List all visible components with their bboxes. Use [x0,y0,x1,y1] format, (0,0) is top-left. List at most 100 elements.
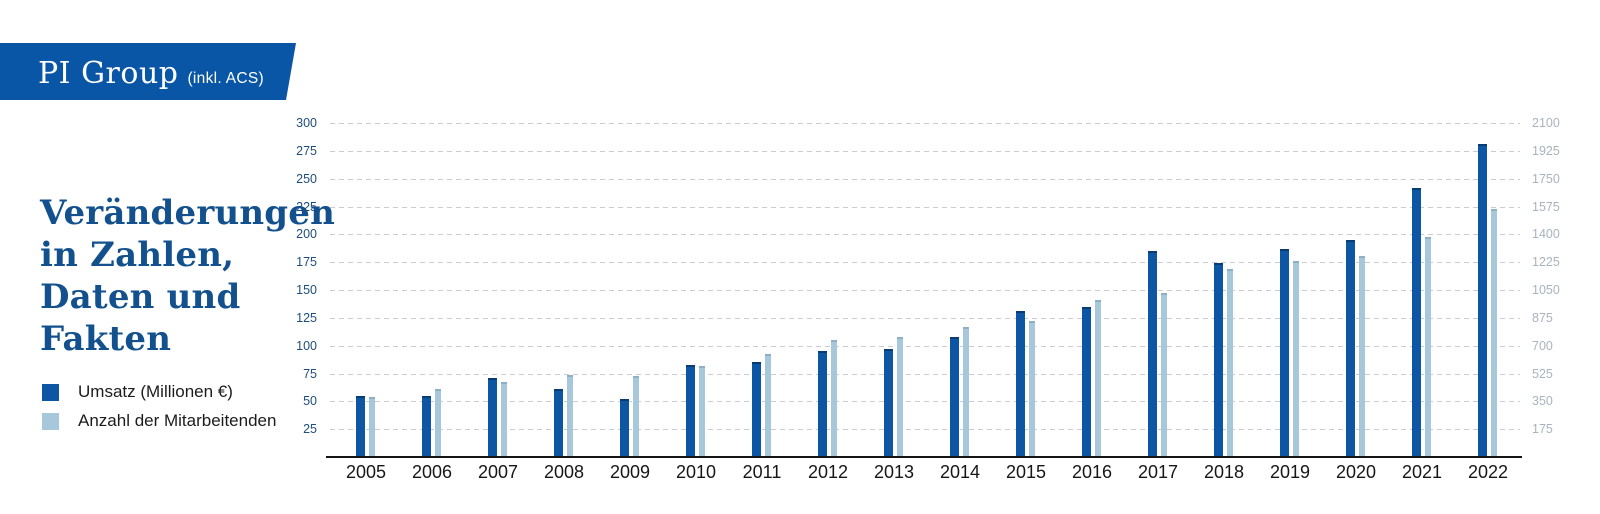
bar-umsatz-2017 [1148,251,1157,457]
gridline-75 [330,373,1520,375]
bar-umsatz-2021 [1412,187,1421,457]
legend-item-mitarbeitende: Anzahl der Mitarbeitenden [42,411,276,431]
right-axis-tick-350: 350 [1532,394,1553,409]
bar-mitarbeitende-2006 [435,389,441,457]
brand-suffix: (inkl. ACS) [187,70,264,87]
left-axis-tick-200: 200 [296,227,317,242]
bar-mitarbeitende-2013 [897,336,903,457]
right-axis-tick-1575: 1575 [1532,199,1560,214]
x-axis-label-2010: 2010 [675,462,717,482]
bar-umsatz-2012 [818,351,827,457]
gridline-225 [330,206,1520,208]
bar-mitarbeitende-2009 [633,375,639,457]
x-axis-label-2007: 2007 [477,462,519,482]
left-axis-tick-250: 250 [296,171,317,186]
right-axis-tick-1925: 1925 [1532,143,1560,158]
left-axis-tick-175: 175 [296,255,317,270]
bar-umsatz-2014 [950,336,959,457]
gridline-125 [330,317,1520,319]
gridline-50 [330,401,1520,403]
x-axis-label-2006: 2006 [411,462,453,482]
right-axis-tick-700: 700 [1532,338,1553,353]
gridline-100 [330,345,1520,347]
bar-mitarbeitende-2005 [369,396,375,457]
gridline-250 [330,178,1520,180]
left-axis-tick-125: 125 [296,310,317,325]
bar-mitarbeitende-2010 [699,366,705,457]
left-axis-tick-300: 300 [296,116,317,130]
left-axis-tick-100: 100 [296,338,317,353]
bar-mitarbeitende-2014 [963,326,969,457]
bar-mitarbeitende-2012 [831,340,837,457]
x-axis-line [326,456,1522,458]
x-axis-label-2009: 2009 [609,462,651,482]
x-axis-label-2022: 2022 [1467,462,1509,482]
x-axis-label-2018: 2018 [1203,462,1245,482]
x-axis-label-2021: 2021 [1401,462,1443,482]
legend-label-umsatz: Umsatz (Millionen €) [78,382,233,401]
legend-swatch-mitarbeitende [42,412,59,430]
brand-banner: PI Group (inkl. ACS) [0,43,296,100]
x-axis-label-2013: 2013 [873,462,915,482]
right-axis-tick-1400: 1400 [1532,227,1560,242]
gridline-25 [330,429,1520,431]
bar-umsatz-2019 [1280,248,1289,457]
bar-mitarbeitende-2017 [1161,293,1167,457]
left-axis-tick-75: 75 [303,366,317,381]
bar-umsatz-2011 [752,362,761,457]
bar-mitarbeitende-2022 [1491,208,1497,457]
bar-mitarbeitende-2016 [1095,300,1101,457]
legend-swatch-umsatz [42,383,59,401]
bar-umsatz-2015 [1016,311,1025,457]
gridline-200 [330,234,1520,236]
bar-mitarbeitende-2018 [1227,268,1233,457]
x-axis-label-2008: 2008 [543,462,585,482]
x-axis-label-2017: 2017 [1137,462,1179,482]
x-axis-label-2011: 2011 [742,462,782,482]
x-axis-label-2015: 2015 [1005,462,1047,482]
bar-mitarbeitende-2019 [1293,261,1299,457]
bar-umsatz-2006 [422,395,431,457]
x-axis-label-2005: 2005 [345,462,387,482]
right-axis-tick-175: 175 [1532,422,1553,437]
right-axis-tick-1750: 1750 [1532,171,1560,186]
page-title: Veränderungen in Zahlen, Daten und Fakte… [40,192,335,360]
bar-umsatz-2009 [620,399,629,457]
bar-mitarbeitende-2015 [1029,321,1035,457]
bar-umsatz-2016 [1082,306,1091,457]
left-axis-tick-225: 225 [296,199,317,214]
left-axis-tick-275: 275 [296,143,317,158]
gridline-275 [330,150,1520,152]
page-title-line-1: Veränderungen [40,193,336,233]
bar-mitarbeitende-2008 [567,375,573,457]
left-axis-tick-50: 50 [303,394,317,409]
x-axis-label-2019: 2019 [1269,462,1311,482]
bar-umsatz-2020 [1346,239,1355,457]
left-axis-tick-150: 150 [296,283,317,297]
bar-umsatz-2022 [1478,144,1487,457]
left-axis-tick-25: 25 [303,422,317,437]
right-axis-tick-1050: 1050 [1532,283,1560,297]
bar-umsatz-2018 [1214,263,1223,457]
bar-mitarbeitende-2021 [1425,236,1431,457]
page-title-line-2: in Zahlen, [40,235,235,275]
x-axis-label-2014: 2014 [939,462,981,482]
brand-title: PI Group [38,56,179,91]
bar-umsatz-2008 [554,389,563,457]
bar-umsatz-2013 [884,349,893,457]
page-title-line-3: Daten und [40,277,241,317]
bar-umsatz-2005 [356,395,365,457]
x-axis-label-2012: 2012 [807,462,849,482]
chart-legend: Umsatz (Millionen €) Anzahl der Mitarbei… [42,382,276,440]
right-axis-tick-1225: 1225 [1532,255,1560,270]
bar-mitarbeitende-2007 [501,382,507,457]
x-axis-label-2020: 2020 [1335,462,1377,482]
legend-label-mitarbeitende: Anzahl der Mitarbeitenden [78,411,277,430]
gridline-175 [330,262,1520,264]
x-axis-label-2016: 2016 [1071,462,1113,482]
gridline-150 [330,290,1520,291]
bar-mitarbeitende-2011 [765,353,771,457]
right-axis-tick-875: 875 [1532,310,1553,325]
